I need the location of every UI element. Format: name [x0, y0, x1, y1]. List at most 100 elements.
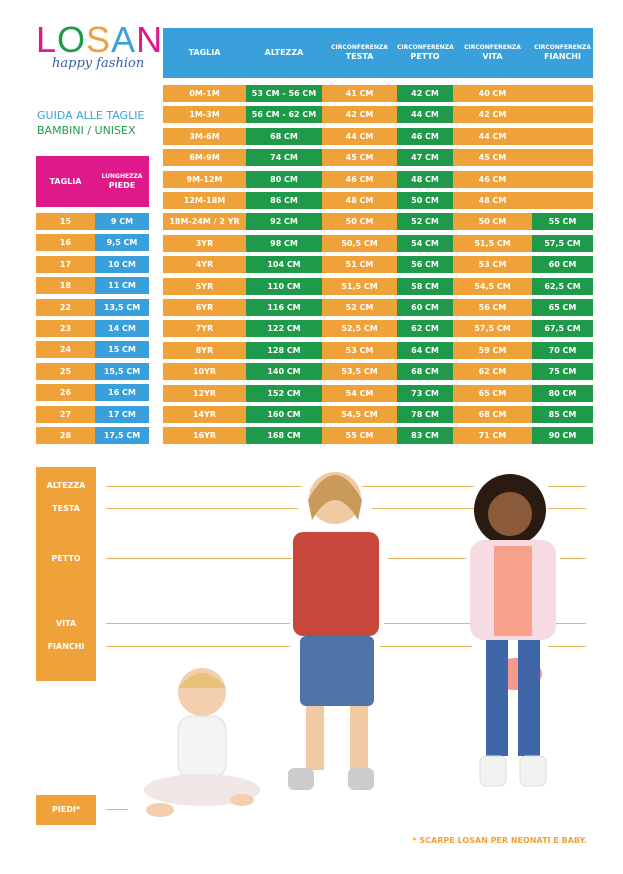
table-cell: 52 CM	[397, 213, 453, 231]
shoe-cell: 24	[36, 341, 95, 359]
table-cell: 116 CM	[246, 299, 322, 316]
baby-figure	[144, 668, 260, 817]
table-cell: 55 CM	[322, 427, 397, 445]
table-cell: 75 CM	[532, 363, 593, 381]
table-cell: 83 CM	[397, 427, 453, 445]
guide-line	[548, 508, 586, 509]
label-vita: VITA	[55, 619, 77, 628]
guide-line	[548, 646, 586, 647]
shoe-cell: 17 CM	[95, 405, 149, 423]
table-cell: 68 CM	[397, 363, 453, 381]
table-row: 9M-12M 80 CM 46 CM 48 CM 46 CM	[163, 170, 593, 188]
table-cell: 90 CM	[532, 427, 593, 445]
table-cell: 42 CM	[453, 106, 532, 124]
shoe-cell: 28	[36, 427, 95, 444]
guide-line	[106, 508, 298, 509]
table-cell: 47 CM	[397, 149, 453, 167]
header-cell: CIRCONFERENZA PETTO	[397, 44, 454, 62]
table-cell: 54 CM	[397, 234, 453, 252]
shoe-header-length-main: PIEDE	[108, 180, 136, 190]
shoe-cell: 17	[36, 255, 95, 273]
header-cell-main: PETTO	[410, 52, 440, 61]
header-cell-main: ALTEZZA	[264, 48, 304, 57]
guide-line	[560, 558, 586, 559]
table-cell: 16YR	[163, 427, 246, 445]
table-cell: 168 CM	[246, 427, 322, 445]
table-cell: 3M-6M	[163, 127, 246, 145]
header-cell-main: FIANCHI	[544, 52, 581, 61]
table-row: 18M-24M / 2 YR 92 CM 50 CM 52 CM 50 CM 55 CM	[163, 213, 593, 231]
losan-logo: LOSAN	[36, 22, 163, 58]
header-cell-small: CIRCONFERENZA	[464, 44, 521, 51]
boy-figure	[288, 472, 379, 790]
table-cell: 0M-1M	[163, 85, 246, 102]
table-cell: 50 CM	[322, 213, 397, 231]
table-cell: 110 CM	[246, 277, 322, 295]
girl-figure	[470, 474, 556, 787]
table-row: 7YR 122 CM 52,5 CM 62 CM 57,5 CM 67,5 CM	[163, 320, 593, 338]
header-cell: ALTEZZA	[246, 48, 322, 58]
table-cell: 59 CM	[453, 341, 532, 359]
table-cell: 41 CM	[322, 85, 397, 102]
table-row: 6YR 116 CM 52 CM 60 CM 56 CM 65 CM	[163, 299, 593, 316]
table-cell	[532, 106, 593, 124]
table-cell	[532, 85, 593, 102]
guide-line	[106, 558, 292, 559]
shoe-cell: 10 CM	[95, 255, 149, 273]
table-cell: 53,5 CM	[322, 363, 397, 381]
table-cell: 54 CM	[322, 384, 397, 402]
table-cell: 152 CM	[246, 384, 322, 402]
table-cell: 45 CM	[322, 149, 397, 167]
table-cell: 44 CM	[453, 127, 532, 145]
table-cell: 80 CM	[246, 170, 322, 188]
shoe-row: 23 14 CM	[36, 320, 149, 337]
table-cell: 6M-9M	[163, 149, 246, 167]
table-row: 8YR 128 CM 53 CM 64 CM 59 CM 70 CM	[163, 341, 593, 359]
label-petto: PETTO	[51, 554, 81, 563]
table-cell: 10YR	[163, 363, 246, 381]
table-cell: 46 CM	[322, 170, 397, 188]
measure-bar	[36, 467, 96, 681]
table-cell: 64 CM	[397, 341, 453, 359]
size-table-header: TAGLIA ALTEZZA CIRCONFERENZA TESTA CIRCONFER…	[163, 28, 593, 78]
shoe-cell: 9,5 CM	[95, 234, 149, 252]
table-cell: 53 CM - 56 CM	[246, 85, 322, 102]
table-cell: 62 CM	[453, 363, 532, 381]
guide-line	[548, 623, 586, 624]
table-cell: 4YR	[163, 256, 246, 274]
table-cell: 42 CM	[397, 85, 453, 102]
label-fianchi: FIANCHI	[47, 642, 85, 651]
header-cell-main: TESTA	[345, 52, 374, 61]
table-cell: 48 CM	[322, 192, 397, 209]
table-row: 12YR 152 CM 54 CM 73 CM 65 CM 80 CM	[163, 384, 593, 402]
table-cell: 92 CM	[246, 213, 322, 231]
table-cell: 52,5 CM	[322, 320, 397, 338]
shoe-cell: 15	[36, 213, 95, 230]
table-cell: 57,5 CM	[532, 234, 593, 252]
footnote: * SCARPE LOSAN PER NEONATI E BABY.	[412, 836, 587, 845]
table-cell: 53 CM	[453, 256, 532, 274]
table-cell: 68 CM	[453, 406, 532, 423]
shoe-row: 15 9 CM	[36, 213, 149, 230]
table-cell: 18M-24M / 2 YR	[163, 213, 246, 231]
table-cell: 14YR	[163, 406, 246, 423]
shoe-row: 25 15,5 CM	[36, 362, 149, 380]
table-cell: 86 CM	[246, 192, 322, 209]
children-photo	[144, 472, 556, 817]
header-cell: CIRCONFERENZA TESTA	[322, 44, 397, 62]
shoe-cell: 13,5 CM	[95, 298, 149, 316]
table-row: 16YR 168 CM 55 CM 83 CM 71 CM 90 CM	[163, 427, 593, 445]
table-row: 12M-18M 86 CM 48 CM 50 CM 48 CM	[163, 192, 593, 209]
shoe-row: 24 15 CM	[36, 341, 149, 359]
table-cell: 51,5 CM	[453, 234, 532, 252]
shoe-cell: 18	[36, 277, 95, 295]
table-cell: 44 CM	[322, 127, 397, 145]
shoe-row: 18 11 CM	[36, 277, 149, 295]
table-cell: 48 CM	[453, 192, 532, 209]
shoe-cell: 17,5 CM	[95, 427, 149, 444]
table-cell: 44 CM	[397, 106, 453, 124]
guide-subtitle: BAMBINI / UNISEX	[37, 124, 136, 137]
table-cell: 12YR	[163, 384, 246, 402]
table-cell: 60 CM	[532, 256, 593, 274]
table-cell: 68 CM	[246, 127, 322, 145]
